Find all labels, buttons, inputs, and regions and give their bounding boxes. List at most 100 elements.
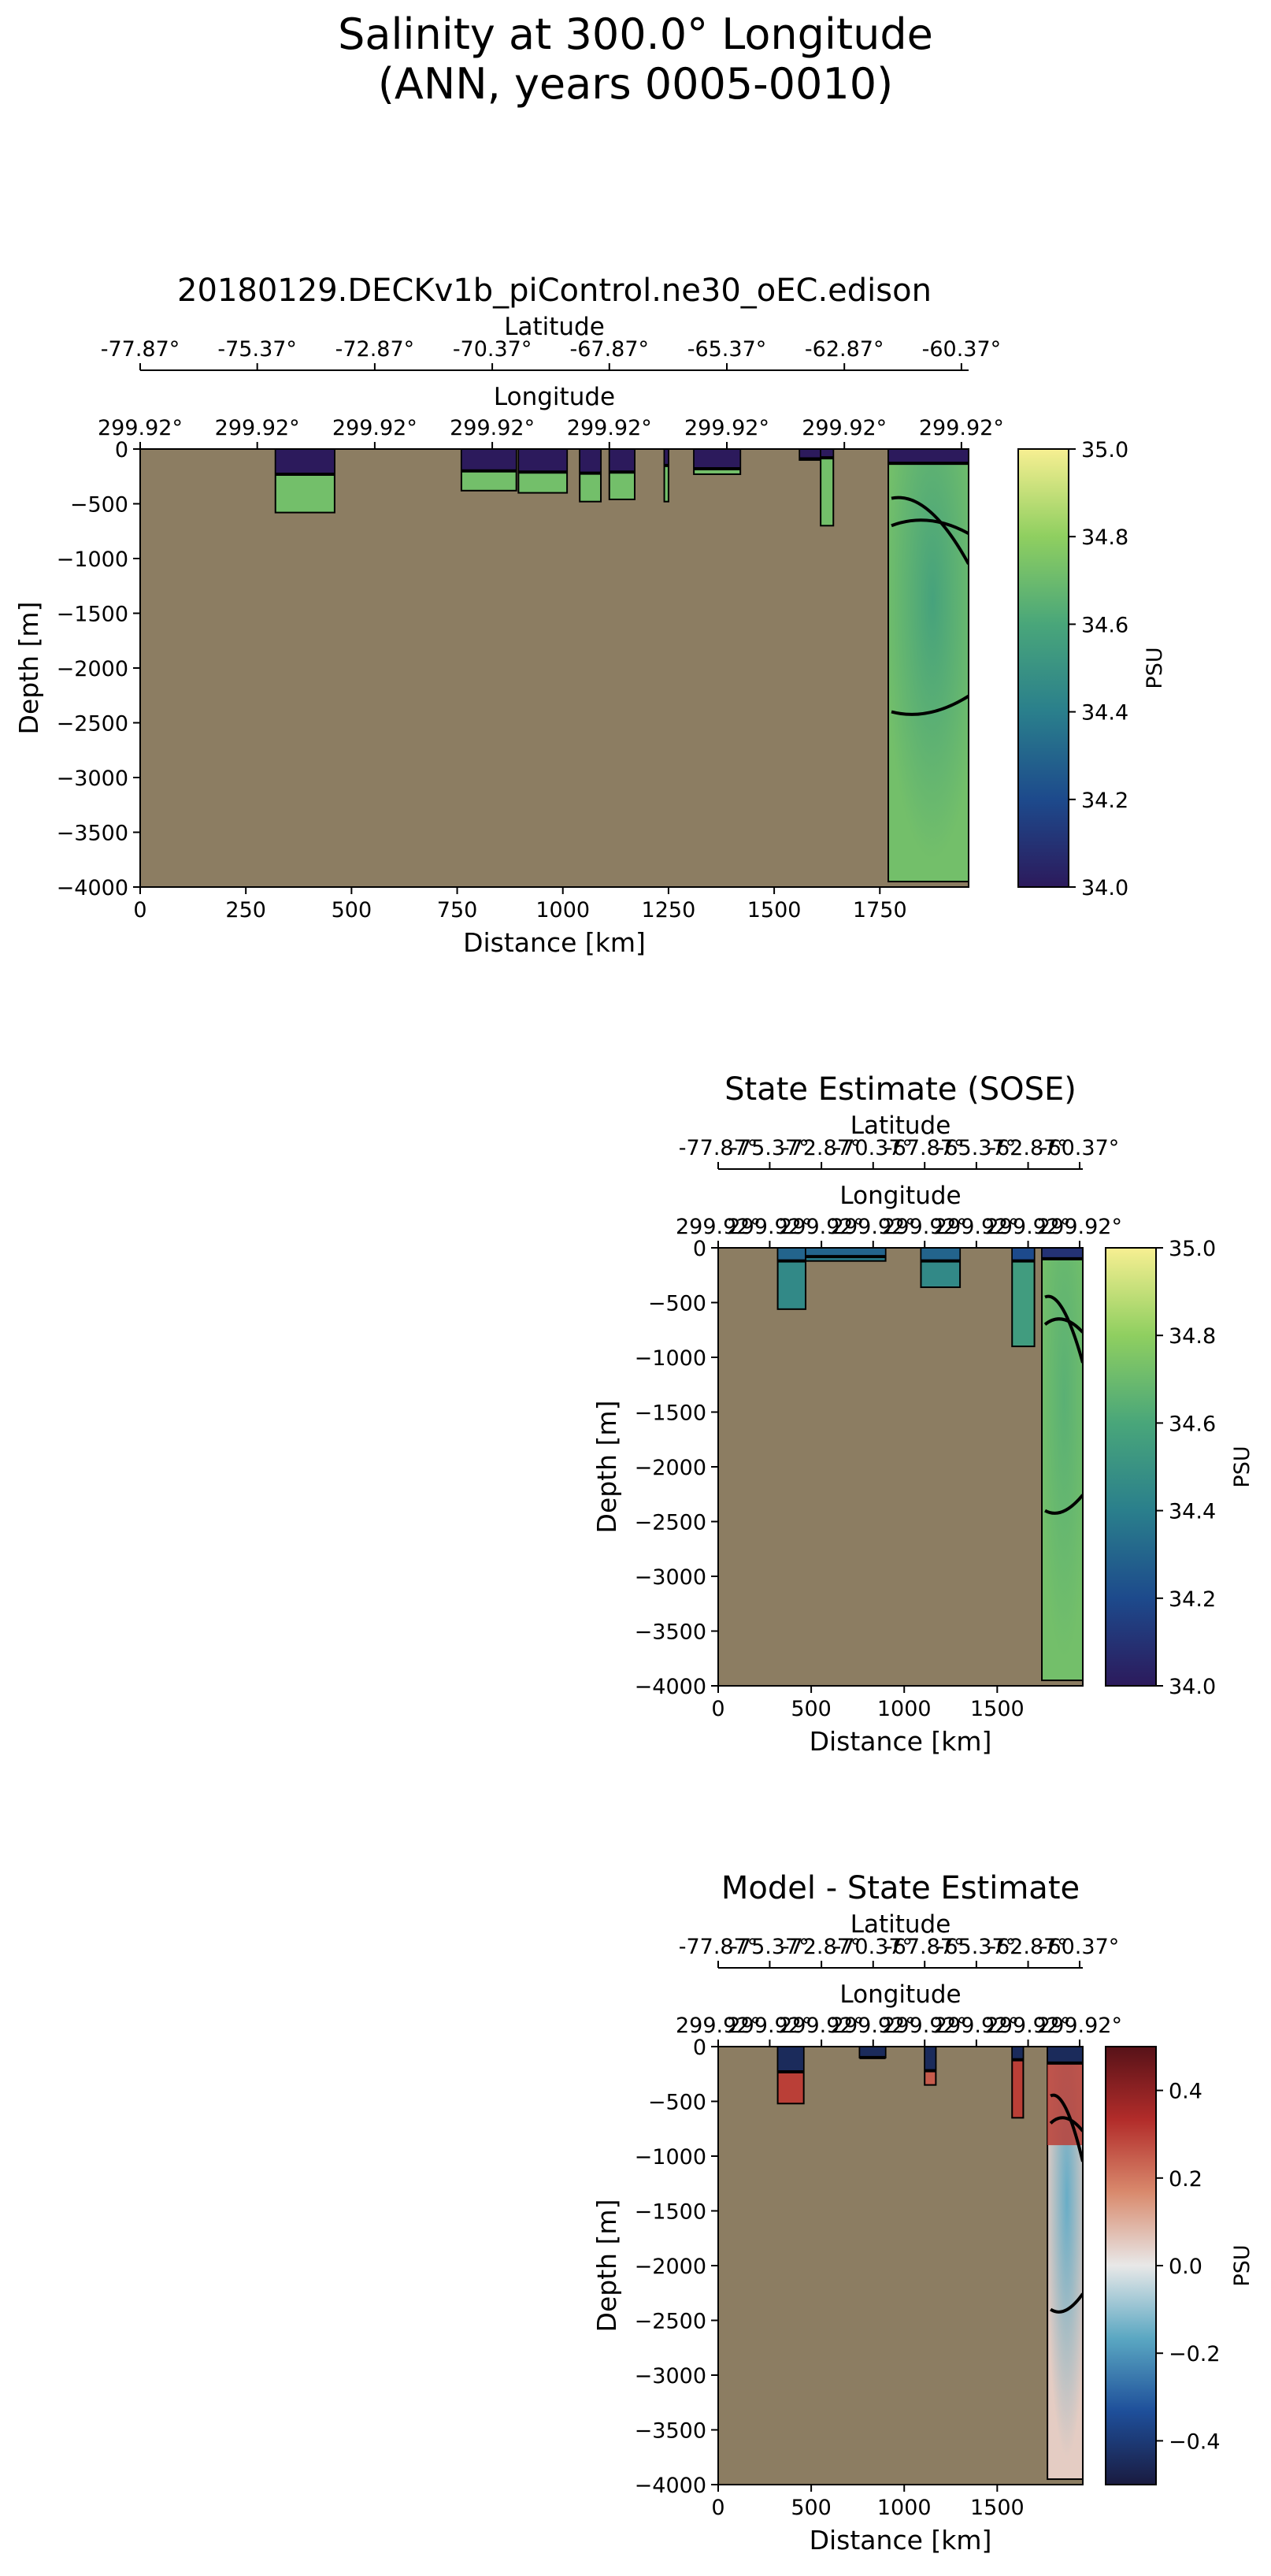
- latitude-axis-label: Latitude: [504, 313, 605, 341]
- surface-layer: [1011, 2047, 1025, 2061]
- y-tick-label: 0: [693, 2036, 706, 2060]
- surface-layer: [609, 449, 636, 473]
- contour-line: [891, 694, 969, 716]
- surface-layer: [1011, 1248, 1036, 1262]
- surface-layer: [579, 449, 602, 474]
- land-mask: [718, 2047, 1083, 2485]
- y-tick-label: −2000: [57, 657, 128, 681]
- x-tick-label: 0: [133, 898, 146, 922]
- plot-area: [718, 2047, 1083, 2485]
- longitude-tick-label: 299.92°: [676, 2014, 761, 2038]
- latitude-tick-label: -65.37°: [937, 1136, 1017, 1160]
- latitude-tick-label: -65.37°: [687, 337, 767, 362]
- x-tick-label: 1250: [642, 898, 696, 922]
- latitude-axis-label: Latitude: [850, 1910, 951, 1939]
- x-tick-label: 0: [711, 2496, 724, 2520]
- longitude-tick-label: 299.92°: [934, 2014, 1019, 2038]
- colorbar-tick-label: 35.0: [1169, 1237, 1216, 1261]
- latitude-tick-label: -75.37°: [217, 337, 297, 362]
- x-axis-label: Distance [km]: [810, 1726, 992, 1757]
- ocean-region: [663, 449, 669, 503]
- longitude-tick-label: 299.92°: [831, 1215, 916, 1239]
- latitude-tick-label: -72.87°: [782, 1935, 862, 1959]
- ocean-region: [1011, 1248, 1036, 1348]
- y-tick-label: −3000: [635, 1565, 706, 1590]
- y-tick-label: −1500: [635, 2200, 706, 2225]
- panel-title: Model - State Estimate: [721, 1870, 1080, 1906]
- ocean-region: [820, 449, 835, 527]
- x-tick-label: 750: [437, 898, 478, 922]
- colorbar-tick-label: 34.6: [1169, 1412, 1216, 1436]
- longitude-tick-label: 299.92°: [450, 416, 535, 440]
- surface-layer: [693, 449, 741, 470]
- colorbar-tick-label: 34.8: [1081, 525, 1128, 550]
- longitude-tick-label: 299.92°: [802, 416, 887, 440]
- x-tick-label: 500: [332, 898, 372, 922]
- colorbar-tick-label: 34.4: [1081, 701, 1128, 726]
- longitude-tick-label: 299.92°: [779, 1215, 864, 1239]
- longitude-tick-label: 299.92°: [986, 1215, 1071, 1239]
- longitude-tick-label: 299.92°: [934, 1215, 1019, 1239]
- y-tick-label: −500: [70, 493, 128, 518]
- longitude-tick-label: 299.92°: [919, 416, 1004, 440]
- y-tick-label: −3500: [57, 822, 128, 846]
- land-mask: [140, 449, 969, 887]
- colorbar-tick-label: 0.0: [1169, 2255, 1202, 2279]
- surface-layer: [858, 2047, 887, 2058]
- latitude-tick-label: -60.37°: [1040, 1136, 1120, 1160]
- x-tick-label: 1500: [970, 1697, 1025, 1721]
- latitude-tick-label: -77.87°: [679, 1935, 758, 1959]
- longitude-axis-label: Longitude: [839, 1980, 961, 2009]
- latitude-tick-label: -62.87°: [805, 337, 884, 362]
- latitude-tick-label: -75.37°: [730, 1935, 810, 1959]
- y-tick-label: −3500: [635, 1620, 706, 1645]
- x-tick-label: 1500: [970, 2496, 1025, 2520]
- y-tick-label: −3000: [57, 766, 128, 791]
- latitude-tick-label: -62.87°: [988, 1136, 1068, 1160]
- colorbar-label: PSU: [1143, 647, 1167, 689]
- surface-layer: [920, 1248, 961, 1262]
- latitude-tick-label: -72.87°: [335, 337, 415, 362]
- surface-layer: [924, 2047, 937, 2072]
- latitude-tick-label: -60.37°: [1040, 1935, 1120, 1959]
- surface-layer: [275, 449, 335, 475]
- colorbar-tick-label: 35.0: [1081, 438, 1128, 462]
- surface-layer: [776, 2047, 805, 2073]
- surface-layer: [461, 449, 517, 472]
- y-tick-label: −3500: [635, 2419, 706, 2444]
- longitude-tick-label: 299.92°: [727, 2014, 812, 2038]
- y-tick-label: −2000: [635, 1456, 706, 1480]
- longitude-tick-label: 299.92°: [882, 1215, 967, 1239]
- colorbar-tick-label: 34.0: [1081, 876, 1128, 900]
- colorbar-tick-label: 0.4: [1169, 2080, 1202, 2104]
- y-tick-label: −500: [648, 1292, 706, 1316]
- colorbar-tick-label: 34.2: [1169, 1587, 1216, 1612]
- ocean-region: [1041, 1248, 1083, 1682]
- y-axis-label: Depth [m]: [591, 1401, 622, 1534]
- plot-area: [140, 449, 969, 887]
- ocean-region: [887, 449, 969, 883]
- x-tick-label: 1750: [853, 898, 907, 922]
- y-tick-label: 0: [693, 1237, 706, 1261]
- x-tick-label: 500: [791, 1697, 832, 1721]
- latitude-tick-label: -77.87°: [679, 1136, 758, 1160]
- panel-state-estimate: State Estimate (SOSE) Latitude -77.87°-75.…: [591, 1071, 1254, 1757]
- latitude-tick-label: -70.37°: [834, 1136, 913, 1160]
- y-tick-label: −3000: [635, 2364, 706, 2389]
- y-tick-label: −2000: [635, 2255, 706, 2279]
- longitude-tick-label: 299.92°: [986, 2014, 1071, 2038]
- latitude-tick-label: -60.37°: [922, 337, 1002, 362]
- x-tick-label: 0: [711, 1697, 724, 1721]
- y-tick-label: −2500: [635, 1511, 706, 1535]
- plot-area: [718, 1248, 1083, 1686]
- x-tick-label: 250: [225, 898, 266, 922]
- colorbar-tick-label: 34.4: [1169, 1500, 1216, 1524]
- contour-line: [1050, 2093, 1083, 2162]
- contour-line: [1049, 2116, 1083, 2132]
- x-tick-label: 1000: [535, 898, 590, 922]
- latitude-tick-label: -75.37°: [730, 1136, 810, 1160]
- longitude-tick-label: 299.92°: [882, 2014, 967, 2038]
- colorbar: [1105, 2046, 1157, 2485]
- colorbar-tick-label: 34.8: [1169, 1324, 1216, 1349]
- contour-line: [891, 496, 969, 565]
